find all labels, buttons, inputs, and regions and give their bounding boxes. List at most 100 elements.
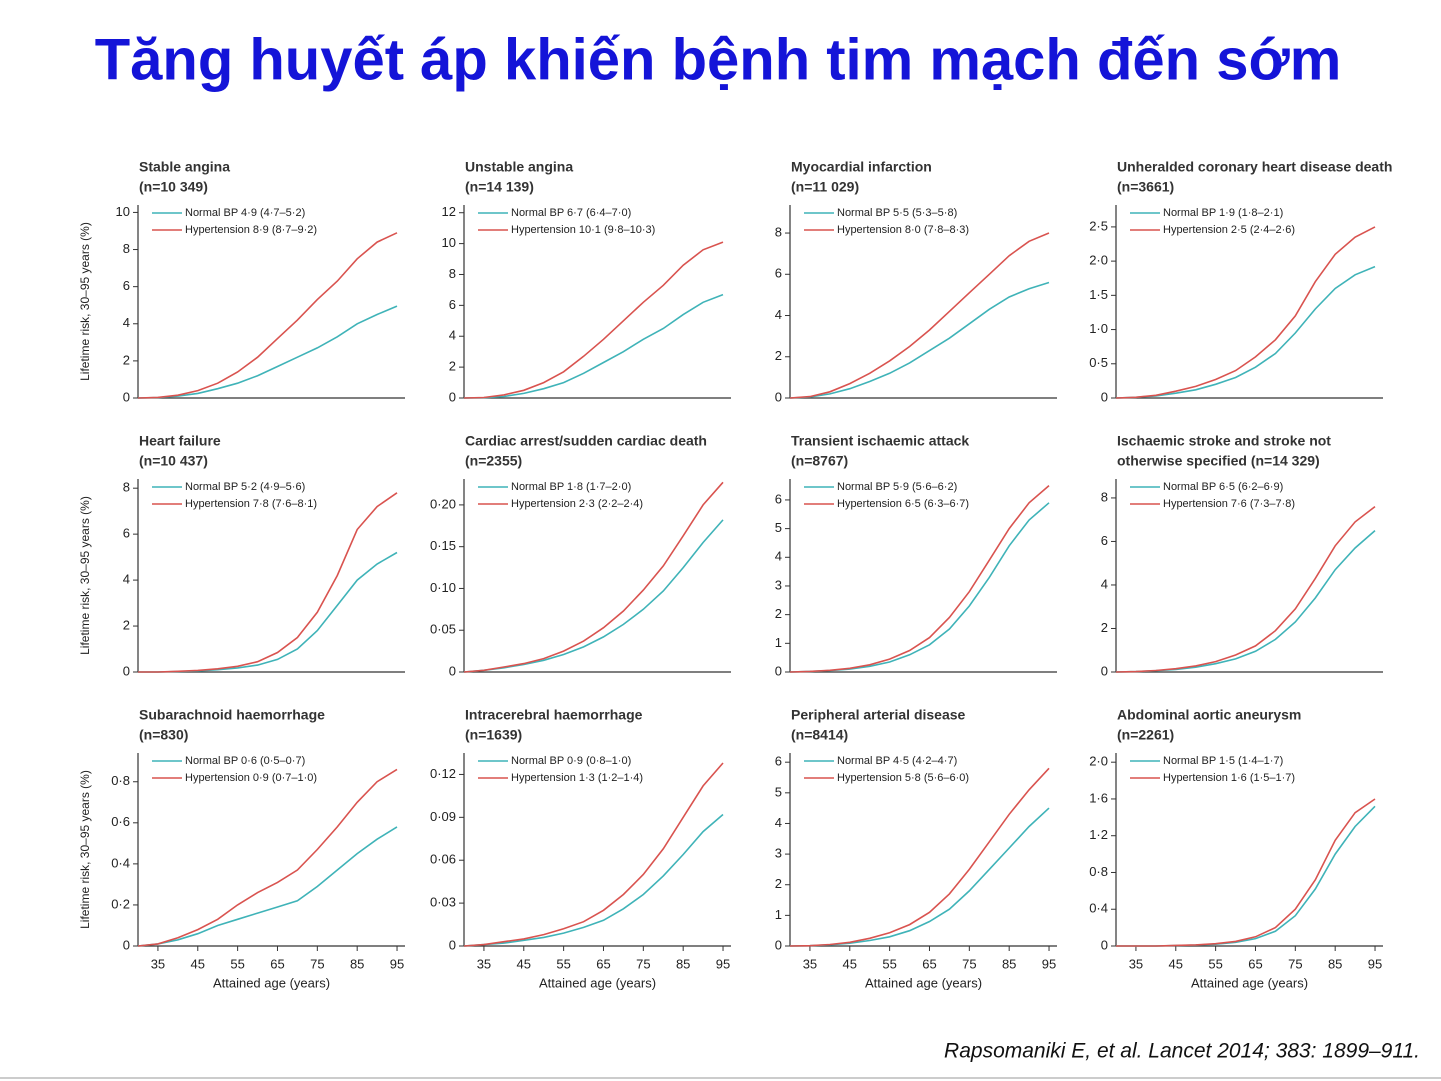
y-tick-label: 2·0 — [1089, 754, 1108, 769]
y-tick-label: 0·05 — [430, 622, 456, 637]
x-tick-label: 35 — [803, 956, 817, 971]
legend-label: Hypertension 10·1 (9·8–10·3) — [511, 224, 655, 236]
legend-label: Hypertension 8·9 (8·7–9·2) — [185, 224, 317, 236]
y-tick-label: 5 — [775, 520, 782, 535]
x-tick-label: 45 — [1169, 956, 1183, 971]
y-tick-label: 2 — [775, 876, 782, 891]
y-tick-label: 0 — [123, 937, 130, 952]
y-tick-label: 0·15 — [430, 538, 456, 553]
series-line — [463, 519, 724, 673]
y-tick-label: 2 — [123, 352, 130, 367]
panel-title: Transient ischaemic attack — [791, 433, 969, 449]
panel-subtitle: (n=8767) — [791, 453, 848, 469]
y-tick-label: 6 — [775, 266, 782, 281]
y-tick-label: 8 — [1101, 489, 1108, 504]
y-tick-label: 3 — [775, 846, 782, 861]
y-tick-label: 8 — [775, 224, 782, 239]
y-tick-label: 0 — [1101, 389, 1108, 404]
y-tick-label: 0 — [1101, 937, 1108, 952]
y-tick-label: 0·8 — [111, 773, 130, 788]
y-tick-label: 2 — [449, 359, 456, 374]
y-tick-label: 6 — [775, 491, 782, 506]
legend-label: Normal BP 6·7 (6·4–7·0) — [511, 207, 631, 219]
y-tick-label: 0 — [1101, 663, 1108, 678]
y-axis-label: Lifetime risk, 30–95 years (%) — [78, 496, 92, 655]
x-tick-label: 85 — [676, 956, 690, 971]
panel-subtitle: (n=14 139) — [465, 179, 534, 195]
x-axis-label: Attained age (years) — [1191, 975, 1308, 990]
x-tick-label: 35 — [151, 956, 165, 971]
legend-label: Normal BP 5·5 (5·3–5·8) — [837, 207, 957, 219]
x-tick-label: 75 — [1288, 956, 1302, 971]
panel-subtitle: (n=3661) — [1117, 179, 1174, 195]
legend-label: Normal BP 4·9 (4·7–5·2) — [185, 207, 305, 219]
y-tick-label: 0·4 — [1089, 901, 1108, 916]
y-tick-label: 6 — [775, 754, 782, 769]
x-tick-label: 95 — [716, 956, 730, 971]
series-line — [789, 807, 1050, 947]
x-tick-label: 55 — [882, 956, 896, 971]
y-tick-label: 0·2 — [111, 896, 130, 911]
y-tick-label: 1·6 — [1089, 790, 1108, 805]
y-tick-label: 0 — [123, 663, 130, 678]
panel-subtitle: (n=8414) — [791, 727, 848, 743]
y-tick-label: 8 — [449, 266, 456, 281]
panel-subtitle: (n=2355) — [465, 453, 522, 469]
y-tick-label: 1·2 — [1089, 827, 1108, 842]
x-tick-label: 85 — [350, 956, 364, 971]
series-line — [789, 484, 1050, 673]
panel-subtitle: otherwise specified (n=14 329) — [1117, 453, 1320, 469]
legend-label: Hypertension 2·3 (2·2–2·4) — [511, 498, 643, 510]
legend-label: Normal BP 5·2 (4·9–5·6) — [185, 481, 305, 493]
panel-title: Intracerebral haemorrhage — [465, 707, 643, 723]
y-tick-label: 1 — [775, 907, 782, 922]
y-tick-label: 2 — [775, 606, 782, 621]
panel-title: Heart failure — [139, 433, 221, 449]
panel-title: Unstable angina — [465, 159, 573, 175]
series-line — [1116, 805, 1376, 947]
y-tick-label: 8 — [123, 480, 130, 495]
legend-label: Hypertension 1·3 (1·2–1·4) — [511, 772, 643, 784]
y-tick-label: 12 — [442, 204, 456, 219]
y-tick-label: 0·8 — [1089, 864, 1108, 879]
y-tick-label: 6 — [1101, 533, 1108, 548]
x-axis-label: Attained age (years) — [539, 975, 656, 990]
legend-label: Normal BP 0·6 (0·5–0·7) — [185, 755, 305, 767]
y-tick-label: 10 — [442, 235, 456, 250]
y-tick-label: 0 — [775, 663, 782, 678]
legend-label: Normal BP 1·9 (1·8–2·1) — [1163, 207, 1283, 219]
series-line — [1115, 226, 1376, 399]
y-tick-label: 0·09 — [430, 809, 456, 824]
series-line — [1116, 798, 1376, 947]
x-axis-label: Attained age (years) — [213, 975, 330, 990]
series-line — [138, 492, 398, 673]
y-tick-label: 10 — [116, 204, 130, 219]
x-tick-label: 75 — [962, 956, 976, 971]
series-line — [463, 481, 724, 673]
y-tick-label: 0·5 — [1089, 355, 1108, 370]
y-tick-label: 3 — [775, 577, 782, 592]
y-tick-label: 0 — [775, 937, 782, 952]
x-tick-label: 65 — [270, 956, 284, 971]
legend-label: Hypertension 2·5 (2·4–2·6) — [1163, 224, 1295, 236]
panel-subtitle: (n=10 349) — [139, 179, 208, 195]
y-tick-label: 2 — [1101, 620, 1108, 635]
y-tick-label: 0·10 — [430, 580, 456, 595]
legend-label: Normal BP 5·9 (5·6–6·2) — [837, 481, 957, 493]
series-line — [463, 762, 724, 947]
x-axis-label: Attained age (years) — [865, 975, 982, 990]
y-tick-label: 2·5 — [1089, 218, 1108, 233]
legend-label: Hypertension 6·5 (6·3–6·7) — [837, 498, 969, 510]
series-line — [463, 813, 724, 947]
slide-title: Tăng huyết áp khiến bệnh tim mạch đến sớ… — [95, 27, 1342, 92]
x-tick-label: 75 — [636, 956, 650, 971]
legend-label: Hypertension 5·8 (5·6–6·0) — [837, 772, 969, 784]
series-line — [137, 826, 398, 947]
legend-label: Normal BP 0·9 (0·8–1·0) — [511, 755, 631, 767]
x-tick-label: 45 — [191, 956, 205, 971]
y-tick-label: 4 — [449, 328, 456, 343]
y-tick-label: 4 — [123, 572, 130, 587]
x-tick-label: 95 — [390, 956, 404, 971]
series-line — [463, 293, 724, 399]
